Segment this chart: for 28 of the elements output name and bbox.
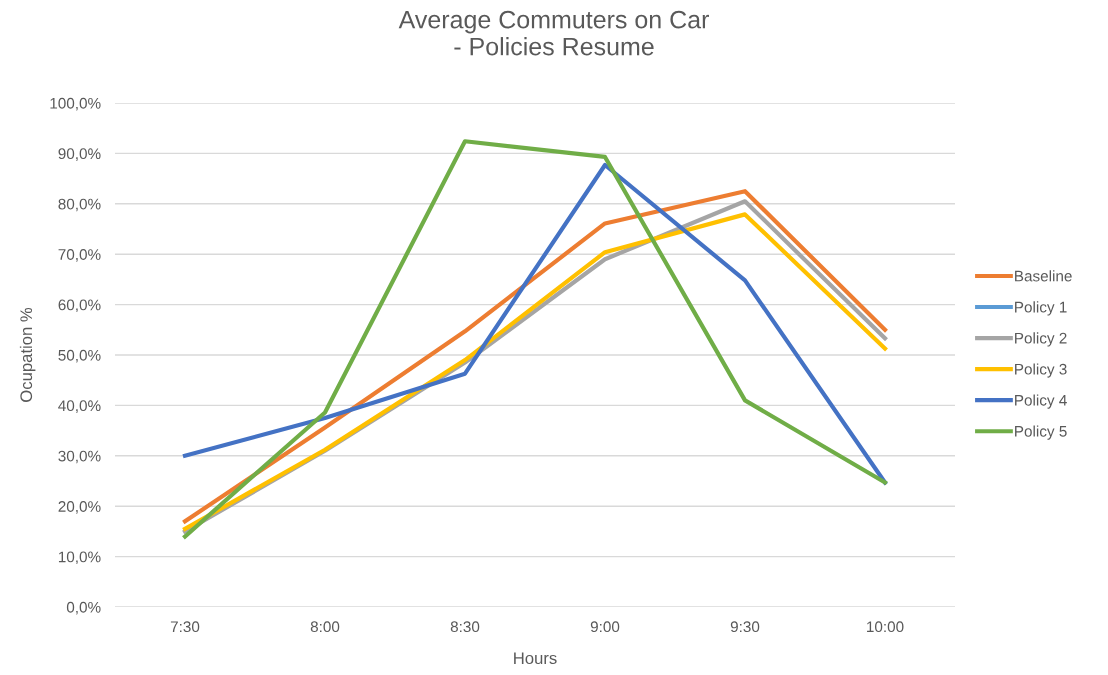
x-axis-title: Hours	[514, 652, 557, 665]
x-tick-label: 8:30	[450, 621, 480, 633]
y-tick-label: 30,0%	[58, 450, 101, 464]
legend-label: Baseline	[1015, 270, 1072, 282]
y-tick-label: 0,0%	[66, 601, 101, 615]
y-tick-label: 40,0%	[58, 400, 101, 413]
legend-label: Policy 1	[1015, 301, 1067, 316]
x-tick-label: 8:00	[310, 621, 340, 633]
y-tick-label: 90,0%	[58, 148, 101, 161]
line-series	[182, 139, 888, 539]
y-tick-label: 20,0%	[58, 501, 101, 514]
chart-title: Average Commuters on Car - Policies Resume	[398, 10, 709, 56]
y-tick-label: 100,0%	[50, 97, 101, 111]
y-tick-label: 70,0%	[58, 249, 101, 262]
legend-label: Policy 2	[1015, 332, 1067, 347]
legend-label: Policy 3	[1015, 363, 1067, 378]
x-tick-label: 10:00	[867, 621, 904, 633]
line-series	[182, 162, 888, 485]
y-axis-title: Ocupation %	[19, 307, 36, 402]
y-tick-label: 10,0%	[58, 551, 101, 565]
y-tick-label: 60,0%	[58, 299, 101, 313]
y-tick-label: 50,0%	[58, 349, 101, 363]
x-tick-label: 9:00	[590, 621, 620, 633]
y-tick-label: 80,0%	[58, 198, 101, 212]
legend-label: Policy 5	[1015, 425, 1067, 440]
x-tick-label: 7:30	[170, 621, 200, 633]
legend-label: Policy 4	[1015, 394, 1067, 409]
x-tick-label: 9:30	[730, 621, 760, 633]
